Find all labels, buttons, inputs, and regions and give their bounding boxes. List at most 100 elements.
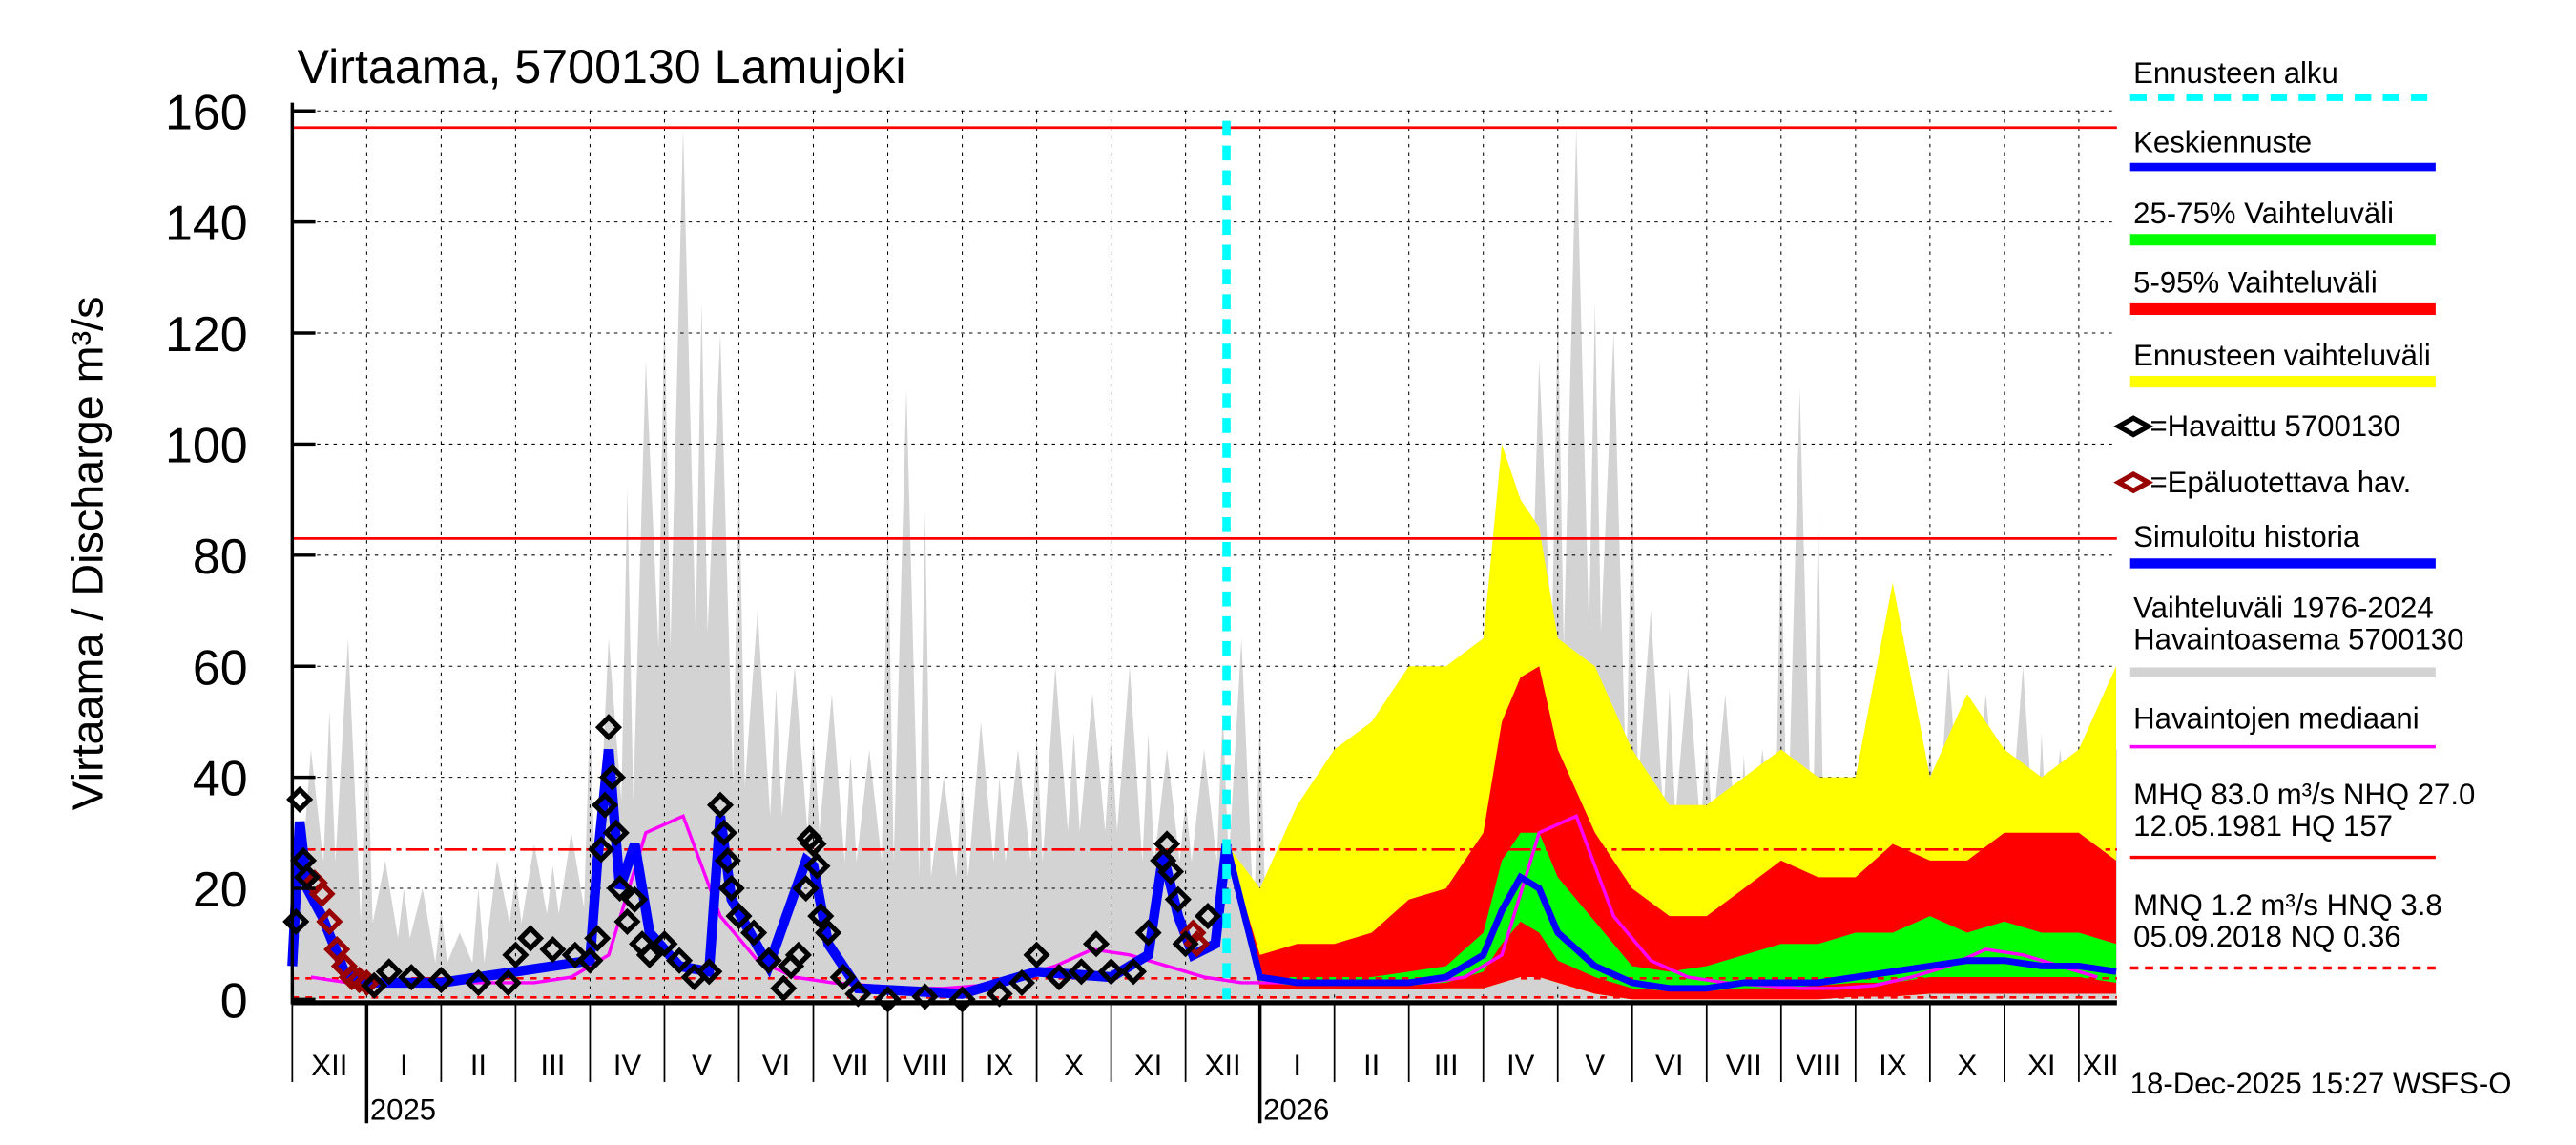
year-label: 2025 — [370, 1093, 436, 1127]
legend-observed-diamond-icon — [2113, 415, 2154, 438]
observed-point — [1156, 858, 1185, 885]
unreliable-observation-point — [323, 935, 351, 964]
observed-point — [375, 958, 403, 986]
month-label: XII — [2082, 1049, 2118, 1082]
legend-history-2: Havaintoasema 5700130 — [2133, 622, 2463, 656]
observed-point — [778, 952, 805, 980]
unreliable-observation-point — [353, 968, 381, 996]
year-label: 2026 — [1263, 1093, 1329, 1127]
legend: Ennusteen alku Keskiennuste 25-75% Vaiht… — [2113, 56, 2475, 970]
y-tick-label: 0 — [220, 973, 248, 1029]
month-label: V — [1585, 1049, 1605, 1082]
month-label: V — [692, 1049, 712, 1082]
observed-point — [539, 935, 567, 964]
history-median-line — [310, 813, 2098, 990]
observed-point — [829, 964, 857, 991]
month-label: IV — [613, 1049, 642, 1082]
y-tick-label: 80 — [193, 530, 248, 585]
observed-point — [613, 907, 641, 935]
observed-point — [807, 903, 835, 930]
month-label: II — [470, 1049, 487, 1082]
legend-history-1: Vaihteluväli 1976-2024 — [2133, 592, 2434, 625]
month-label: VIII — [1796, 1049, 1840, 1082]
chart-title: Virtaama, 5700130 Lamujoki — [298, 40, 906, 94]
observed-point — [651, 930, 678, 958]
legend-forecast-start: Ennusteen alku — [2133, 56, 2338, 90]
observed-point — [1045, 964, 1073, 991]
legend-observed: =Havaittu 5700130 — [2150, 409, 2399, 443]
observed-point — [594, 714, 623, 741]
observed-point — [621, 885, 649, 913]
observed-point — [1134, 919, 1162, 947]
legend-unreliable-diamond-icon — [2113, 471, 2154, 494]
y-tick-label: 60 — [193, 640, 248, 696]
y-tick-label: 20 — [193, 863, 248, 918]
observed-point — [792, 874, 820, 903]
observed-point — [706, 791, 735, 819]
month-label: VII — [1726, 1049, 1762, 1082]
observed-point — [1023, 941, 1050, 968]
legend-mean-forecast: Keskiennuste — [2133, 126, 2312, 159]
month-label: III — [540, 1049, 565, 1082]
observed-point — [1164, 885, 1192, 913]
month-label: VI — [1655, 1049, 1683, 1082]
observed-point — [427, 966, 455, 994]
month-label: I — [400, 1049, 408, 1082]
observed-point — [1153, 830, 1181, 858]
observed-point — [874, 986, 902, 1013]
observed-point — [289, 846, 318, 874]
y-tick-label: 140 — [165, 197, 248, 252]
observed-point — [815, 919, 842, 947]
legend-unreliable: =Epäluotettava hav. — [2150, 466, 2411, 499]
observed-point — [1008, 968, 1036, 996]
observed-point — [666, 947, 694, 974]
legend-mnq-2: 05.09.2018 NQ 0.36 — [2133, 920, 2400, 953]
observed-point — [784, 941, 812, 968]
y-tick-label: 100 — [165, 418, 248, 473]
unreliable-observation-point — [308, 880, 336, 907]
observed-point — [1172, 930, 1199, 958]
observed-point — [584, 925, 612, 952]
observed-point — [502, 941, 530, 968]
observed-point — [714, 846, 741, 874]
month-label: IV — [1506, 1049, 1535, 1082]
legend-range-5-95: 5-95% Vaihteluväli — [2133, 266, 2378, 300]
observed-point — [803, 852, 831, 880]
legend-mhq-2: 12.05.1981 HQ 157 — [2133, 809, 2393, 843]
month-label: VI — [762, 1049, 790, 1082]
observed-point — [602, 819, 630, 846]
y-tick-label: 40 — [193, 752, 248, 807]
observed-point — [717, 874, 745, 903]
observed-point — [755, 947, 782, 974]
observed-point — [286, 785, 314, 813]
unreliable-observation-point — [1183, 930, 1211, 958]
observed-point — [696, 958, 723, 986]
forecast-mean-line — [1223, 843, 2117, 992]
observed-point — [606, 874, 634, 903]
month-label: XII — [1205, 1049, 1241, 1082]
history-range-area — [292, 127, 2117, 1000]
month-label: X — [1064, 1049, 1084, 1082]
observed-point — [591, 791, 619, 819]
legend-forecast-range: Ennusteen vaihteluväli — [2133, 339, 2431, 372]
band-25-75 — [1226, 832, 2116, 991]
month-label: II — [1363, 1049, 1380, 1082]
month-label: VII — [832, 1049, 868, 1082]
timestamp: 18-Dec-2025 15:27 WSFS-O — [2130, 1067, 2512, 1100]
month-label: X — [1957, 1049, 1977, 1082]
plot-area — [282, 110, 2117, 1013]
observed-point — [1150, 846, 1177, 874]
month-label: I — [1293, 1049, 1301, 1082]
observed-point — [710, 819, 737, 846]
observed-point — [293, 864, 322, 891]
observed-point — [770, 974, 798, 1002]
observed-point — [1119, 958, 1148, 986]
observed-point — [576, 947, 604, 974]
month-label: XII — [311, 1049, 347, 1082]
month-label: IX — [986, 1049, 1014, 1082]
observed-point — [1068, 958, 1095, 986]
month-label: III — [1434, 1049, 1459, 1082]
legend-mnq-1: MNQ 1.2 m³/s HNQ 3.8 — [2133, 888, 2442, 922]
y-tick-label: 120 — [165, 307, 248, 363]
